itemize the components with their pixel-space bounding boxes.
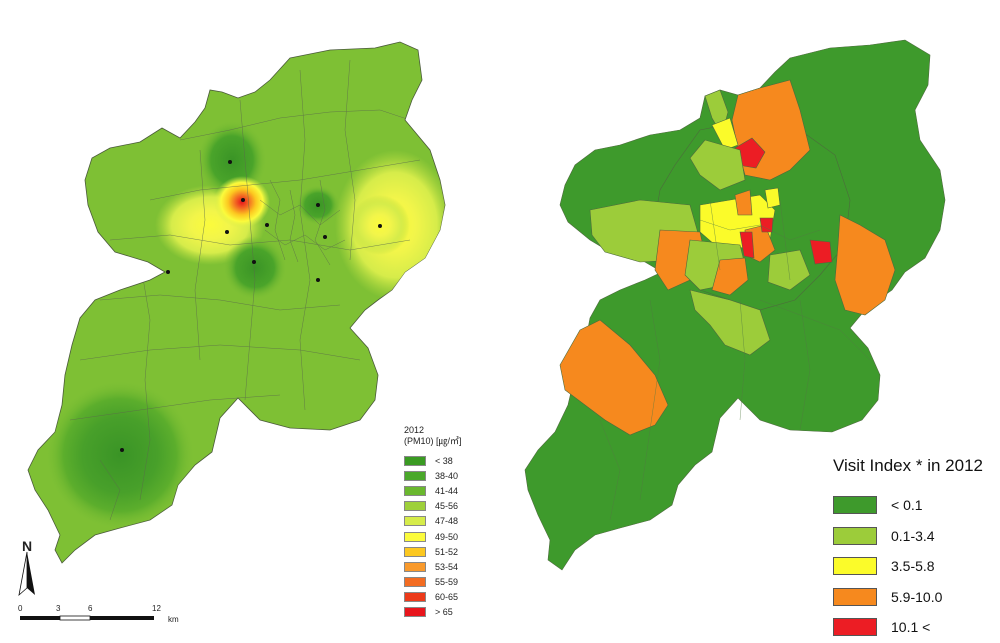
pm10-legend-swatch (404, 607, 426, 618)
pm10-legend-swatch (404, 455, 426, 466)
pm10-legend-swatch (404, 470, 426, 481)
scale-tick-6: 6 (88, 604, 93, 613)
pm10-legend-item: 41-44 (404, 483, 514, 498)
pm10-legend-title-year: 2012 (404, 425, 425, 435)
pm10-legend-label: 47-48 (435, 516, 459, 527)
visit-index-legend-swatch (833, 618, 877, 637)
pm10-legend-item: 49-50 (404, 529, 514, 544)
visit-index-legend-item: < 0.1 (833, 490, 998, 521)
visit-index-legend-label: 10.1 < (891, 619, 931, 636)
pm10-legend-label: 53-54 (435, 561, 459, 572)
pm10-legend-label: 41-44 (435, 485, 459, 496)
pm10-map (27, 41, 446, 564)
scale-bar (20, 615, 154, 621)
pm10-legend-swatch (404, 531, 426, 542)
visit-index-legend-swatch (833, 587, 877, 606)
pm10-legend-swatch (404, 577, 426, 588)
pm10-legend: 2012 (PM10) [㎍/㎥] < 38 38-40 41-44 45-56 47-… (404, 425, 514, 620)
visit-index-legend: Visit Index * in 2012 < 0.1 0.1-3.4 3.5-5.… (833, 456, 998, 643)
pm10-legend-label: 60-65 (435, 592, 459, 603)
pm10-legend-label: > 65 (435, 607, 453, 618)
pm10-legend-label: 45-56 (435, 501, 459, 512)
pm10-legend-item: > 65 (404, 605, 514, 620)
visit-index-legend-item: 0.1-3.4 (833, 521, 998, 552)
pm10-legend-swatch (404, 501, 426, 512)
scale-tick-0: 0 (18, 604, 23, 613)
scale-unit: km (168, 615, 179, 624)
visit-index-legend-swatch (833, 557, 877, 576)
visit-index-legend-item: 10.1 < (833, 612, 998, 643)
visit-index-legend-label: 3.5-5.8 (891, 558, 935, 575)
visit-index-legend-title: Visit Index * in 2012 (833, 456, 983, 475)
visit-index-legend-swatch (833, 526, 877, 545)
scale-labels: 0 3 6 12 km (16, 598, 179, 628)
pm10-legend-item: 55-59 (404, 575, 514, 590)
pm10-legend-label: 55-59 (435, 577, 459, 588)
pm10-legend-swatch (404, 561, 426, 572)
pm10-legend-swatch (404, 485, 426, 496)
visit-index-legend-label: < 0.1 (891, 497, 923, 514)
visit-index-legend-label: 0.1-3.4 (891, 527, 935, 544)
scale-tick-3: 3 (56, 604, 61, 613)
pm10-legend-swatch (404, 592, 426, 603)
pm10-legend-item: 38-40 (404, 468, 514, 483)
visit-index-map (524, 39, 946, 571)
visit-index-legend-label: 5.9-10.0 (891, 588, 943, 605)
scale-tick-12: 12 (152, 604, 161, 613)
visit-index-legend-item: 3.5-5.8 (833, 551, 998, 582)
pm10-legend-label: 51-52 (435, 546, 459, 557)
pm10-legend-label: 49-50 (435, 531, 459, 542)
pm10-legend-item: 53-54 (404, 559, 514, 574)
pm10-legend-swatch (404, 546, 426, 557)
pm10-legend-label: 38-40 (435, 470, 459, 481)
visit-index-legend-item: 5.9-10.0 (833, 582, 998, 613)
pm10-legend-item: 45-56 (404, 499, 514, 514)
north-arrow-icon (18, 551, 35, 597)
pm10-legend-item: 60-65 (404, 590, 514, 605)
pm10-legend-item: 47-48 (404, 514, 514, 529)
pm10-legend-item: 51-52 (404, 544, 514, 559)
visit-index-legend-swatch (833, 496, 877, 515)
pm10-legend-title-unit: (PM10) [㎍/㎥] (404, 436, 462, 446)
north-label: N (21, 538, 33, 554)
pm10-legend-label: < 38 (435, 455, 453, 466)
pm10-legend-item: < 38 (404, 453, 514, 468)
pm10-legend-swatch (404, 516, 426, 527)
